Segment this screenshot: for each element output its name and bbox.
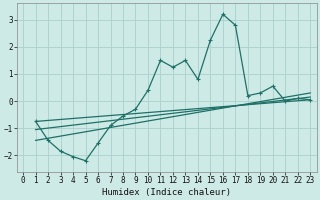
X-axis label: Humidex (Indice chaleur): Humidex (Indice chaleur) [102, 188, 231, 197]
